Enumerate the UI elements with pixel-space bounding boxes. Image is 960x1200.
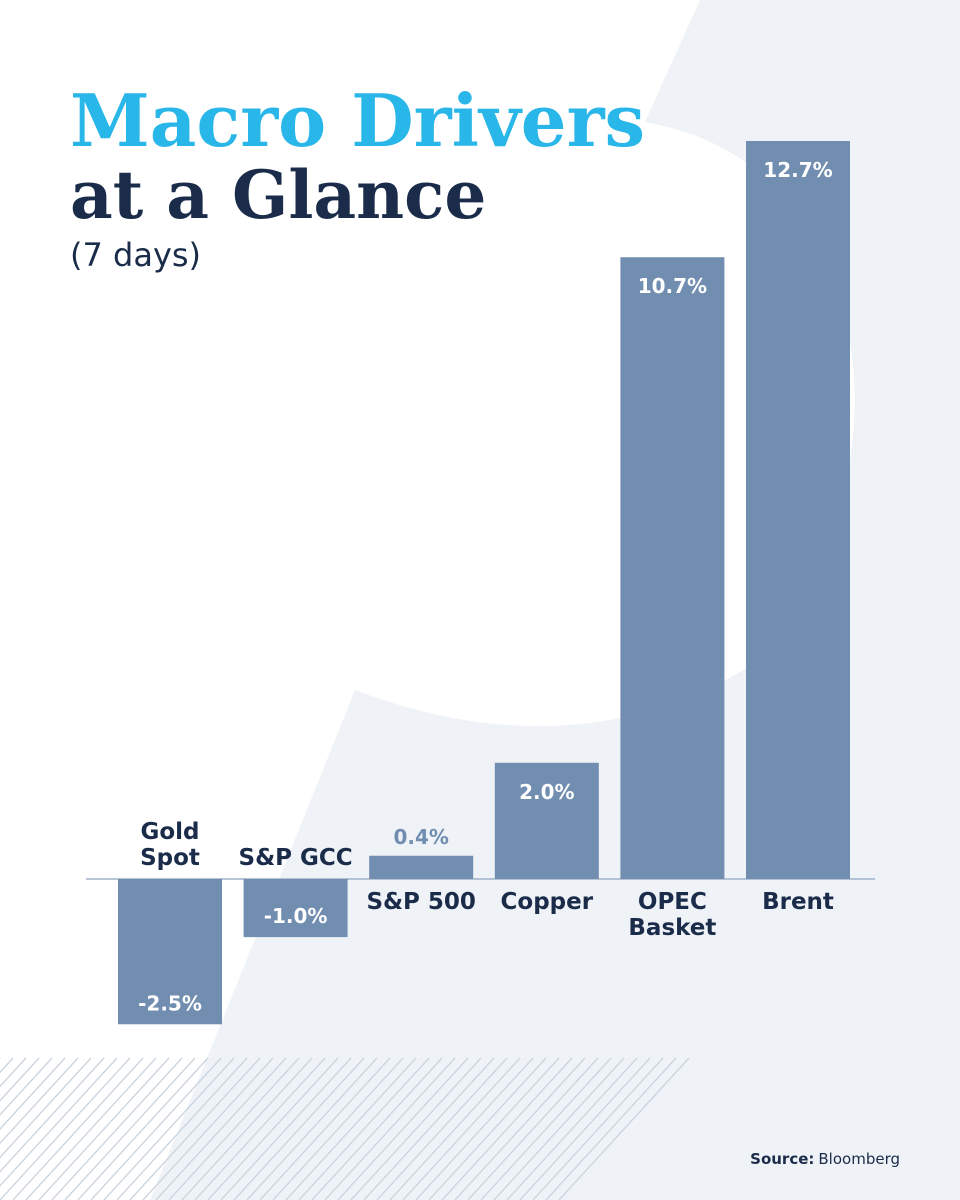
category-label: S&P GCC [239, 845, 353, 871]
hatch-line [12, 1057, 144, 1200]
hatch-line [142, 1057, 274, 1200]
hatch-line [467, 1057, 599, 1200]
category-label: Gold [140, 819, 199, 845]
hatch-line [220, 1057, 352, 1200]
hatch-line [90, 1057, 222, 1200]
hatch-line [0, 1057, 53, 1116]
hatch-line [532, 1057, 664, 1200]
hatch-line [38, 1057, 170, 1200]
data-label: 10.7% [638, 274, 707, 298]
hatch-line [77, 1057, 209, 1200]
bar [494, 762, 599, 879]
hatch-line [480, 1057, 612, 1200]
category-label: S&P 500 [366, 889, 476, 915]
hatch-line [402, 1057, 534, 1200]
bar [369, 855, 474, 879]
chart-title-line1: Macro Drivers [70, 78, 645, 163]
category-label: Spot [140, 845, 200, 871]
hatch-line [350, 1057, 482, 1200]
hatch-line [0, 1057, 105, 1173]
hatch-line [181, 1057, 313, 1200]
hatch-line [25, 1057, 157, 1200]
hatch-line [272, 1057, 404, 1200]
hatch-line [0, 1057, 40, 1102]
bar [243, 879, 348, 938]
bar [620, 257, 725, 879]
hatch-line [0, 1057, 27, 1088]
hatch-line [207, 1057, 339, 1200]
hatch-line [311, 1057, 443, 1200]
hatch-line [0, 1057, 66, 1130]
hatch-line [129, 1057, 261, 1200]
hatch-line [363, 1057, 495, 1200]
category-label: Copper [501, 889, 594, 915]
hatch-line [64, 1057, 196, 1200]
source-value: Bloomberg [818, 1150, 900, 1168]
hatch-line [428, 1057, 560, 1200]
hatch-line [376, 1057, 508, 1200]
category-label: OPEC [638, 889, 707, 915]
hatch-line [155, 1057, 287, 1200]
hatch-line [415, 1057, 547, 1200]
source-note: Source: Bloomberg [750, 1150, 900, 1168]
hatch-line [51, 1057, 183, 1200]
hatch-line [493, 1057, 625, 1200]
hatch-line [194, 1057, 326, 1200]
hatch-line [545, 1057, 677, 1200]
hatch-line [0, 1057, 92, 1159]
hatch-line [337, 1057, 469, 1200]
hatch-line [506, 1057, 638, 1200]
hatch-line [259, 1057, 391, 1200]
hatch-line [168, 1057, 300, 1200]
category-label: Basket [628, 915, 716, 941]
data-label: 2.0% [519, 780, 574, 804]
hatch-line [285, 1057, 417, 1200]
hatch-line [324, 1057, 456, 1200]
source-label: Source: [750, 1150, 814, 1168]
data-label: -2.5% [138, 991, 202, 1015]
hatch-line [246, 1057, 378, 1200]
hatch-line [0, 1057, 118, 1187]
data-label: 0.4% [393, 825, 448, 849]
hatch-line [441, 1057, 573, 1200]
chart-subtitle: (7 days) [70, 236, 201, 274]
hatch-line [233, 1057, 365, 1200]
hatch-line [116, 1057, 248, 1200]
hatch-line [558, 1057, 690, 1200]
data-label: -1.0% [264, 904, 328, 928]
hatch-line [454, 1057, 586, 1200]
chart-title-line2: at a Glance [70, 156, 486, 234]
background-shape [150, 0, 960, 1200]
hatch-pattern [0, 1057, 690, 1200]
bar [746, 141, 850, 879]
hatch-line [389, 1057, 521, 1200]
hatch-line [0, 1057, 131, 1200]
bar [118, 879, 222, 1025]
category-label: Brent [762, 889, 834, 915]
data-label: 12.7% [763, 158, 832, 182]
hatch-line [103, 1057, 235, 1200]
hatch-line [519, 1057, 651, 1200]
hatch-line [298, 1057, 430, 1200]
hatch-line [0, 1057, 79, 1145]
